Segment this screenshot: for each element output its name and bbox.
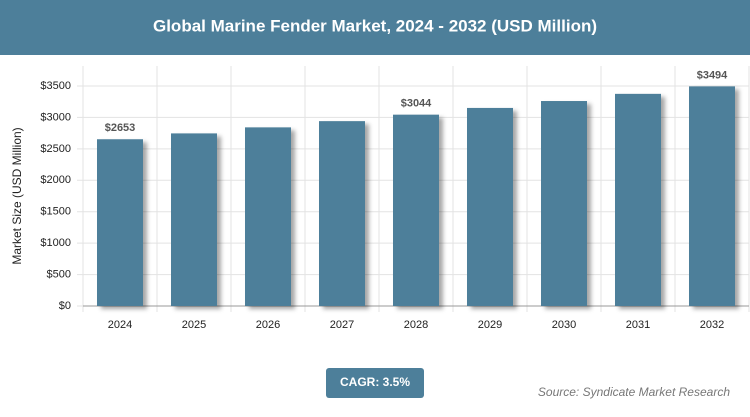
y-tick-label: $2000 [40, 174, 71, 186]
y-tick-label: $3500 [40, 80, 71, 92]
y-axis-label: Market Size (USD Million) [10, 127, 24, 264]
x-tick-label: 2029 [478, 319, 502, 331]
x-tick-label: 2027 [330, 319, 354, 331]
value-label: $3494 [697, 69, 728, 81]
y-tick-label: $2500 [40, 143, 71, 155]
x-tick-label: 2032 [700, 319, 724, 331]
value-label: $3044 [401, 98, 432, 110]
x-tick-label: 2030 [552, 319, 576, 331]
bar [393, 114, 439, 306]
y-tick-label: $0 [59, 300, 71, 312]
y-tick-label: $1500 [40, 206, 71, 218]
x-tick-label: 2028 [404, 319, 428, 331]
bar [467, 107, 513, 307]
y-tick-label: $500 [47, 268, 71, 280]
title-bar [0, 0, 750, 55]
bar [171, 133, 217, 306]
bar [97, 139, 143, 306]
x-tick-label: 2026 [256, 319, 280, 331]
chart-title: Global Marine Fender Market, 2024 - 2032… [153, 16, 597, 35]
x-tick-label: 2025 [182, 319, 206, 331]
bar [319, 121, 365, 306]
cagr-label: CAGR: 3.5% [340, 375, 410, 389]
cagr-box [326, 368, 424, 398]
value-label: $2653 [105, 122, 136, 134]
bar [541, 101, 587, 306]
y-tick-label: $1000 [40, 237, 71, 249]
bar [245, 127, 291, 306]
x-tick-label: 2024 [108, 319, 132, 331]
x-tick-label: 2031 [626, 319, 650, 331]
y-tick-label: $3000 [40, 111, 71, 123]
source: Source: Syndicate Market Research [538, 385, 730, 399]
bar [689, 86, 735, 307]
bar [615, 93, 661, 306]
